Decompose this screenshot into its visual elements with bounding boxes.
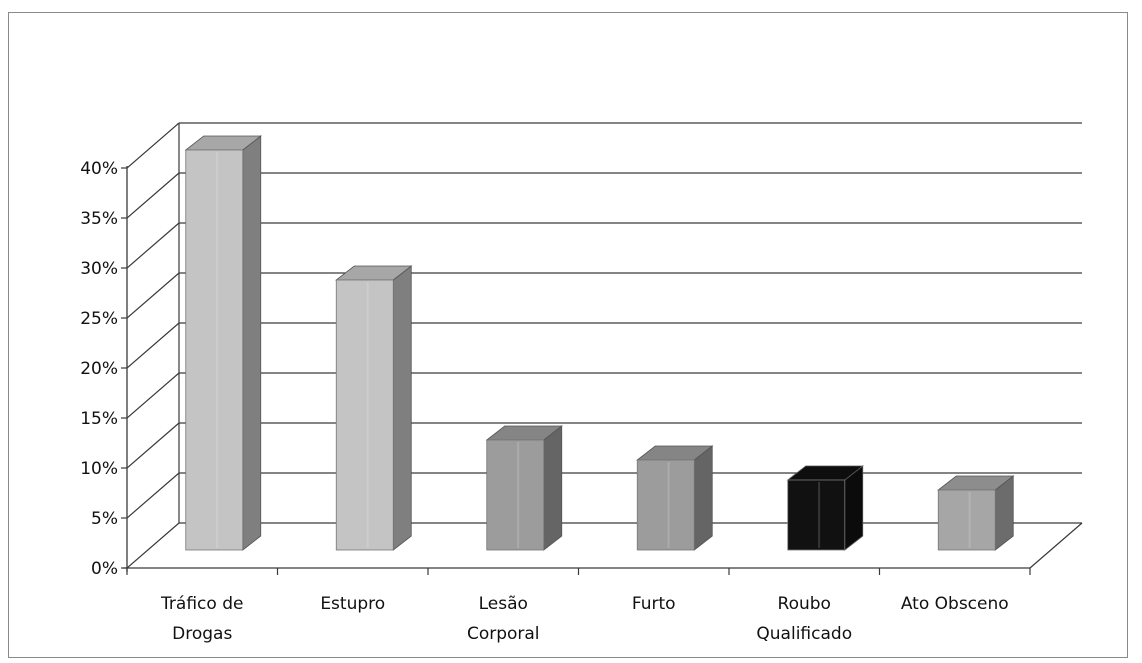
x-category-label: Roubo xyxy=(778,594,831,614)
x-category-label: Estupro xyxy=(320,594,385,614)
bar xyxy=(486,439,545,551)
y-tick-label: 30% xyxy=(80,259,118,279)
side-wall-gridline xyxy=(126,522,180,569)
x-category-label: Ato Obsceno xyxy=(901,594,1009,614)
bar-side xyxy=(844,465,864,551)
floor-edge xyxy=(1029,522,1083,569)
bar-side xyxy=(543,425,563,551)
bar-side xyxy=(693,445,713,551)
bar xyxy=(185,149,244,551)
bar-side xyxy=(242,135,262,551)
side-wall-gridline xyxy=(126,322,180,369)
x-category-label: Lesão xyxy=(479,594,528,614)
y-tick-label: 40% xyxy=(80,159,118,179)
y-tick-label: 25% xyxy=(80,309,118,329)
y-tick-label: 15% xyxy=(80,409,118,429)
bar xyxy=(787,479,846,551)
x-category-label: Qualificado xyxy=(756,624,852,644)
side-wall-gridline xyxy=(126,372,180,419)
x-category-label: Corporal xyxy=(467,624,540,644)
y-tick-label: 5% xyxy=(91,509,118,529)
y-tick-label: 35% xyxy=(80,209,118,229)
bar xyxy=(636,459,695,551)
x-category-label: Furto xyxy=(632,594,676,614)
bar xyxy=(335,279,394,551)
y-tick-label: 0% xyxy=(91,559,118,579)
y-tick-label: 20% xyxy=(80,359,118,379)
side-wall-gridline xyxy=(126,122,180,169)
side-wall-gridline xyxy=(126,272,180,319)
bar xyxy=(937,489,996,551)
side-wall-gridline xyxy=(126,172,180,219)
side-wall-gridline xyxy=(126,422,180,469)
bar-side xyxy=(392,265,412,551)
side-wall-gridline xyxy=(126,472,180,519)
x-category-label: Tráfico de xyxy=(160,594,243,614)
x-category-label: Drogas xyxy=(172,624,232,644)
side-wall-gridline xyxy=(126,222,180,269)
y-tick-label: 10% xyxy=(80,459,118,479)
